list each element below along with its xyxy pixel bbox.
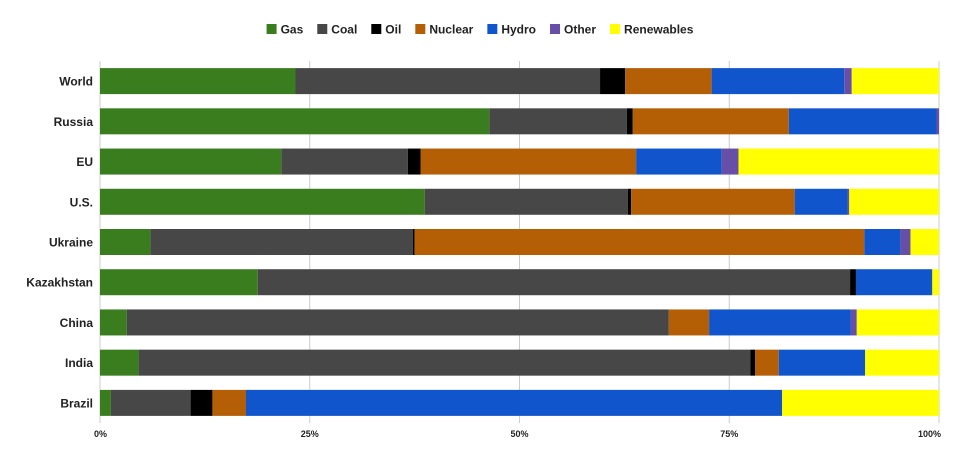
bar-kazakhstan-renewables (932, 269, 939, 296)
y-category-label: U.S. (70, 195, 93, 209)
bar-russia-hydro (788, 108, 937, 135)
bar-brazil-gas (100, 389, 111, 416)
bar-china-nuclear (668, 309, 710, 336)
bar-ukraine-other (900, 229, 911, 255)
legend-item-coal: Coal (317, 23, 357, 37)
legend-swatch-renewables (610, 24, 621, 34)
bar-india-hydro (778, 349, 866, 376)
bar-ukraine-gas (100, 229, 151, 255)
legend-item-other: Other (550, 23, 596, 37)
bar-u-s-renewables (849, 188, 939, 215)
legend-label: Gas (281, 23, 304, 37)
legend-item-gas: Gas (266, 23, 304, 37)
bar-ukraine-hydro (864, 229, 901, 255)
bar-u-s-gas (100, 188, 425, 215)
bar-china-coal (126, 309, 669, 336)
legend: Gas Coal Oil Nuclear Hydro Other Renewables (266, 23, 694, 37)
y-category-label: Brazil (60, 396, 93, 410)
y-category-label: Ukraine (49, 236, 93, 250)
y-category-label: Kazakhstan (26, 276, 93, 290)
bar-world-gas (100, 68, 296, 95)
bar-kazakhstan-oil (850, 269, 856, 296)
bar-china-renewables (856, 309, 939, 336)
bar-kazakhstan-gas (100, 269, 258, 296)
legend-label: Renewables (624, 23, 694, 37)
legend-swatch-oil (371, 24, 382, 34)
y-category-label: EU (76, 155, 93, 169)
bar-eu-renewables (738, 148, 939, 175)
legend-label: Hydro (501, 23, 536, 37)
bar-india-coal (138, 349, 751, 376)
bar-india-nuclear (755, 349, 779, 376)
bar-ukraine-renewables (910, 229, 939, 255)
y-axis-labels: World Russia EU U.S. Ukraine Kazakhstan China I… (26, 75, 93, 411)
bar-brazil-nuclear (212, 389, 246, 416)
bar-eu-gas (100, 148, 282, 175)
bar-brazil-renewables (782, 389, 939, 416)
bar-ukraine-nuclear (414, 229, 865, 255)
legend-label: Nuclear (429, 23, 473, 37)
legend-swatch-nuclear (415, 24, 426, 34)
y-category-label: China (60, 316, 94, 330)
legend-label: Coal (331, 23, 357, 37)
x-tick-label: 75% (720, 429, 738, 439)
bar-india-renewables (865, 349, 939, 376)
y-category-label: India (65, 356, 93, 370)
x-axis-labels: 0% 25% 50% 75% 100% (94, 429, 941, 439)
bar-russia-other (936, 108, 939, 135)
legend-swatch-other (550, 24, 561, 34)
bar-u-s-other (847, 188, 850, 215)
bar-ukraine-oil (412, 229, 415, 255)
bar-ukraine-coal (150, 229, 413, 255)
bar-world-hydro (711, 68, 845, 95)
bar-india-gas (100, 349, 139, 376)
x-tick-label: 50% (510, 429, 528, 439)
bar-eu-other (721, 148, 739, 175)
bar-eu-nuclear (420, 148, 637, 175)
legend-swatch-gas (266, 24, 277, 34)
bar-russia-coal (489, 108, 627, 135)
x-tick-label: 100% (918, 429, 941, 439)
bar-brazil-coal (110, 389, 191, 416)
bars (100, 68, 939, 416)
x-tick-label: 25% (301, 429, 319, 439)
bar-world-other (844, 68, 852, 95)
bar-kazakhstan-coal (257, 269, 851, 296)
legend-item-nuclear: Nuclear (415, 23, 474, 37)
bar-u-s-oil (627, 188, 632, 215)
bar-eu-oil (407, 148, 421, 175)
bar-china-gas (100, 309, 127, 336)
legend-swatch-hydro (487, 24, 498, 34)
legend-item-hydro: Hydro (487, 23, 536, 37)
bar-china-hydro (709, 309, 851, 336)
bar-russia-nuclear (632, 108, 789, 135)
y-category-label: World (59, 75, 93, 89)
y-category-label: Russia (54, 115, 94, 129)
legend-swatch-coal (317, 24, 328, 34)
bar-eu-coal (281, 148, 408, 175)
bar-india-oil (750, 349, 756, 376)
legend-label: Oil (385, 23, 401, 37)
bar-u-s-nuclear (631, 188, 795, 215)
bar-brazil-oil (190, 389, 213, 416)
bar-world-renewables (851, 68, 939, 95)
bar-u-s-hydro (794, 188, 848, 215)
bar-brazil-hydro (245, 389, 783, 416)
bar-kazakhstan-hydro (855, 269, 933, 296)
legend-item-renewables: Renewables (610, 23, 694, 37)
bar-russia-oil (626, 108, 633, 135)
bar-china-other (850, 309, 857, 336)
bar-russia-gas (100, 108, 490, 135)
bar-eu-hydro (636, 148, 722, 175)
bar-world-oil (600, 68, 626, 95)
x-tick-label: 0% (94, 429, 107, 439)
legend-label: Other (564, 23, 596, 37)
bar-world-nuclear (625, 68, 712, 95)
bar-world-coal (295, 68, 601, 95)
bar-u-s-coal (424, 188, 628, 215)
legend-item-oil: Oil (371, 23, 401, 37)
